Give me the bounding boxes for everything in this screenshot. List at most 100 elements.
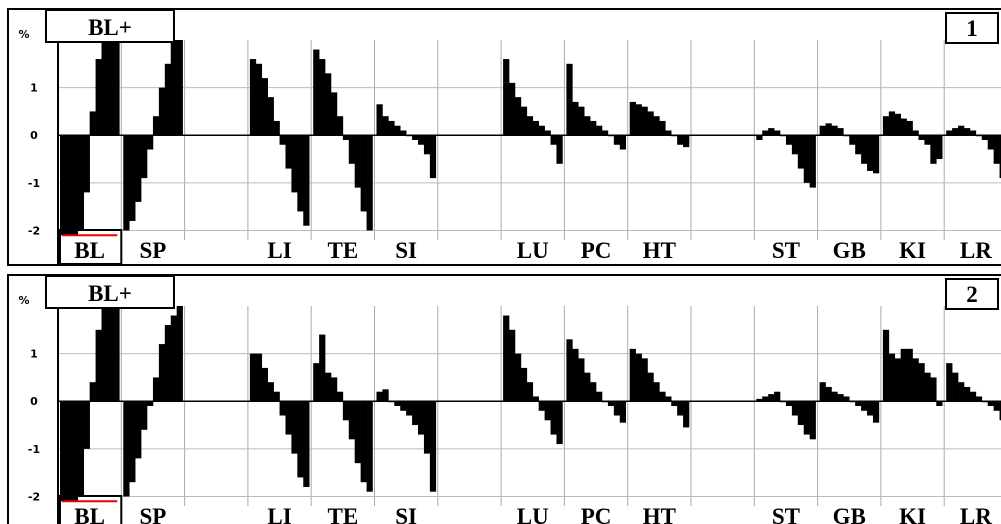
bar (999, 401, 1001, 421)
bar (930, 135, 937, 164)
bar (952, 372, 959, 402)
bar (936, 401, 943, 406)
panel-title: BL+ (88, 15, 132, 40)
bar (95, 329, 102, 402)
bar (659, 120, 666, 136)
bar (261, 78, 268, 136)
bar (388, 120, 395, 136)
y-axis-label: % (18, 294, 29, 307)
bar (791, 401, 799, 416)
bar (520, 106, 528, 136)
bar (152, 377, 160, 402)
bar (635, 104, 642, 136)
bar (123, 401, 130, 497)
bar (514, 97, 522, 136)
bar (71, 401, 79, 502)
bar (918, 135, 925, 140)
bar (544, 130, 551, 136)
bar (809, 401, 816, 440)
bar (946, 130, 953, 136)
bar (797, 401, 805, 426)
bar (325, 372, 332, 402)
y-tick-label: 1 (30, 82, 38, 95)
bar (987, 401, 994, 406)
bar (855, 135, 862, 155)
bar (366, 401, 373, 492)
bar (503, 315, 510, 402)
bar (147, 401, 154, 406)
bar (382, 389, 389, 402)
bar (176, 40, 183, 136)
bar (135, 135, 142, 202)
bar (900, 118, 907, 136)
bar (366, 135, 373, 231)
bar (867, 135, 874, 171)
category-label: PC (581, 238, 612, 263)
bar (629, 101, 636, 136)
bar (894, 113, 901, 136)
bar (809, 135, 816, 188)
bar (613, 135, 621, 145)
bar (653, 382, 660, 402)
bar (780, 135, 787, 137)
category-label: LI (267, 504, 291, 524)
bar (412, 135, 419, 140)
category-label: KI (899, 504, 926, 524)
bar (969, 391, 977, 402)
bar (141, 401, 148, 430)
bar (930, 377, 937, 402)
bar (584, 116, 591, 136)
bar (394, 125, 401, 136)
bar (141, 135, 148, 179)
bar (360, 135, 367, 212)
bar (261, 367, 268, 402)
bar (837, 394, 844, 402)
bar (665, 130, 672, 136)
bar (503, 59, 510, 136)
panel-title: BL+ (88, 281, 132, 306)
bar (958, 125, 965, 136)
bar (101, 306, 108, 402)
bar (768, 128, 775, 136)
bar (556, 401, 563, 445)
panel-number: 2 (966, 282, 978, 307)
bar (348, 135, 356, 164)
bar (520, 367, 528, 402)
bar (71, 135, 79, 236)
bar (170, 40, 177, 136)
category-label: BL (74, 504, 105, 524)
bar (918, 363, 925, 402)
panel-number: 1 (966, 16, 978, 41)
category-label: ST (772, 504, 800, 524)
bar (872, 135, 880, 174)
category-label: LI (267, 238, 291, 263)
bar (83, 135, 90, 193)
bar (526, 116, 534, 136)
y-tick-label: 1 (30, 348, 38, 361)
category-label: LU (517, 504, 549, 524)
bar (113, 306, 120, 402)
bar (550, 401, 557, 435)
bar (843, 396, 850, 402)
bar (683, 135, 690, 148)
bar (946, 363, 953, 402)
bar (872, 401, 880, 423)
category-label: HT (643, 504, 676, 524)
bar (418, 135, 425, 145)
bar (303, 401, 310, 487)
bar (849, 401, 856, 403)
bar (619, 401, 626, 423)
bar (354, 135, 361, 188)
bar (780, 401, 787, 403)
bar (279, 135, 286, 145)
bar (394, 401, 401, 406)
bar (647, 111, 654, 136)
bar (981, 135, 989, 140)
bar (83, 401, 90, 449)
bar (590, 120, 597, 136)
y-tick-label: -2 (28, 224, 40, 237)
bar (584, 372, 591, 402)
bar (325, 73, 332, 136)
bar (882, 329, 890, 402)
bar (659, 391, 666, 402)
